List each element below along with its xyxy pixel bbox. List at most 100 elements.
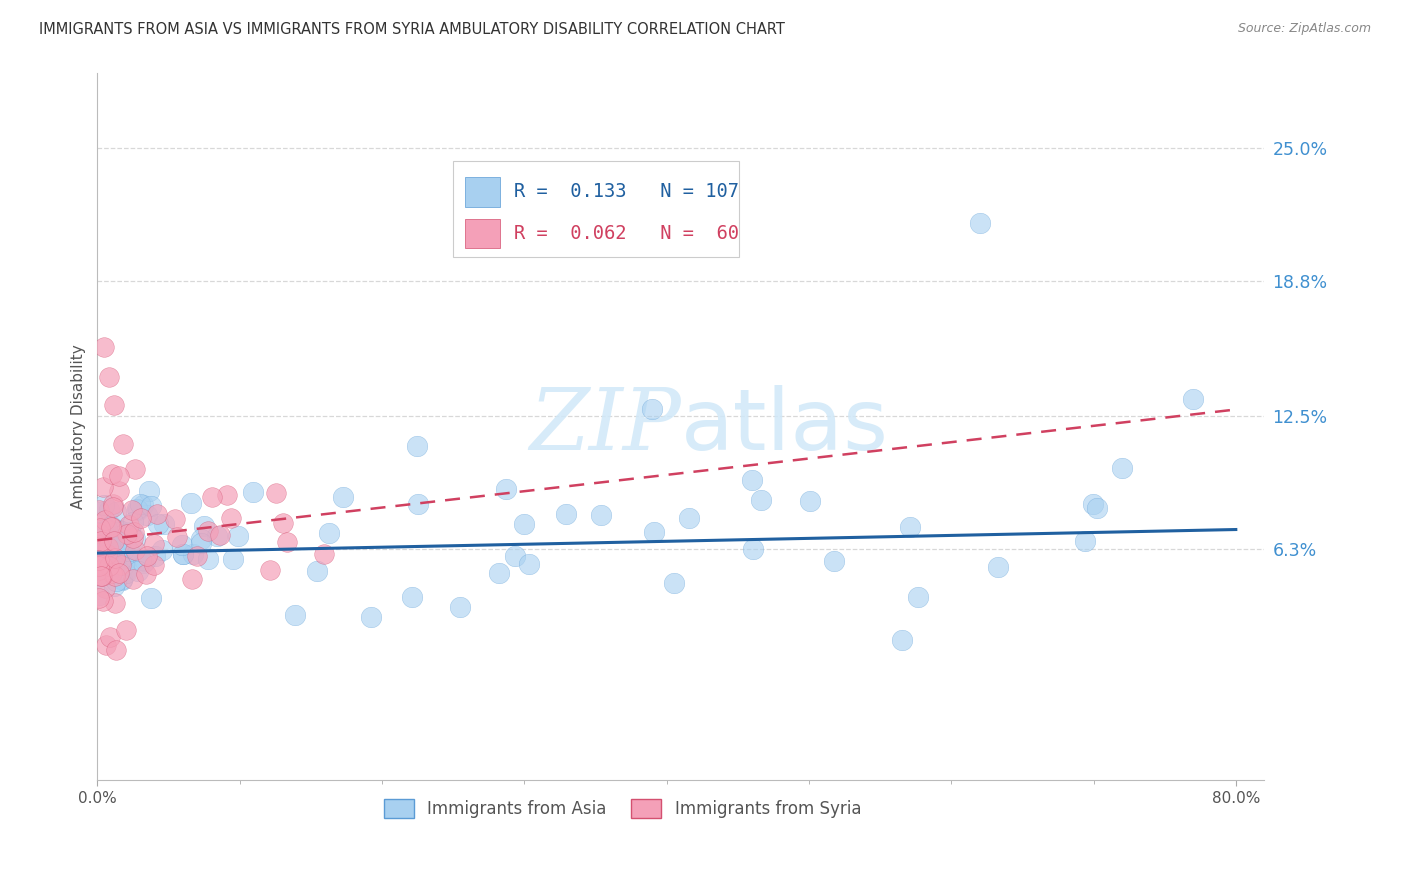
Point — [742, 541, 765, 556]
Point — [166, 530, 188, 544]
Point — [112, 549, 135, 564]
Point — [136, 549, 159, 563]
Point — [823, 554, 845, 568]
Point — [180, 573, 202, 587]
Point — [94, 533, 117, 548]
Point — [105, 534, 128, 549]
Point — [105, 505, 128, 519]
Point — [197, 524, 219, 538]
Point — [259, 563, 281, 577]
Point — [129, 511, 152, 525]
Point — [314, 547, 336, 561]
Point — [197, 552, 219, 566]
Point — [405, 439, 427, 453]
Point — [131, 557, 153, 571]
Point — [1111, 460, 1133, 475]
Point — [143, 549, 166, 563]
Point — [135, 566, 157, 581]
Point — [132, 498, 155, 512]
Point — [271, 516, 294, 530]
Point — [103, 398, 125, 412]
Point — [94, 527, 117, 541]
Point — [517, 557, 540, 571]
FancyBboxPatch shape — [465, 177, 501, 207]
Point — [242, 484, 264, 499]
Point — [93, 340, 115, 354]
Point — [124, 461, 146, 475]
Point — [89, 505, 111, 519]
Point — [91, 480, 114, 494]
Point — [87, 558, 110, 573]
Point — [891, 632, 914, 647]
Point — [96, 547, 118, 561]
Point — [969, 216, 991, 230]
Point — [105, 549, 128, 564]
Point — [186, 549, 208, 564]
Point — [222, 551, 245, 566]
Point — [150, 543, 173, 558]
Point — [103, 539, 125, 553]
Point — [153, 516, 176, 531]
Point — [114, 624, 136, 638]
Point — [110, 558, 132, 573]
Point — [100, 519, 122, 533]
Text: R =  0.062   N =  60: R = 0.062 N = 60 — [515, 224, 740, 243]
Point — [103, 533, 125, 548]
Point — [87, 553, 110, 567]
Point — [91, 569, 114, 583]
Point — [89, 563, 111, 577]
Point — [87, 537, 110, 551]
Point — [89, 521, 111, 535]
Point — [228, 529, 250, 543]
Point — [93, 498, 115, 512]
Point — [172, 547, 194, 561]
Point — [97, 541, 120, 555]
Point — [89, 525, 111, 540]
Point — [193, 518, 215, 533]
Point — [110, 543, 132, 558]
Point — [124, 532, 146, 546]
Point — [107, 523, 129, 537]
Point — [118, 524, 141, 539]
Point — [122, 524, 145, 539]
Point — [107, 564, 129, 578]
Point — [181, 547, 204, 561]
Point — [128, 497, 150, 511]
Point — [172, 547, 194, 561]
Point — [111, 573, 134, 587]
Point — [103, 542, 125, 557]
Point — [190, 536, 212, 550]
Point — [100, 467, 122, 481]
Point — [115, 527, 138, 541]
Point — [449, 600, 471, 615]
Point — [907, 590, 929, 604]
Point — [305, 564, 328, 578]
Point — [104, 596, 127, 610]
Point — [643, 524, 665, 539]
Point — [89, 551, 111, 566]
Point — [103, 559, 125, 574]
Point — [108, 566, 131, 581]
Point — [112, 527, 135, 541]
Point — [124, 543, 146, 558]
Point — [127, 564, 149, 578]
Point — [987, 560, 1010, 574]
Point — [751, 493, 773, 508]
Point — [165, 512, 187, 526]
Point — [276, 534, 298, 549]
Point — [107, 544, 129, 558]
Point — [215, 487, 238, 501]
Point — [111, 437, 134, 451]
Point — [121, 502, 143, 516]
Point — [108, 524, 131, 539]
Point — [93, 513, 115, 527]
Point — [87, 591, 110, 606]
Point — [100, 519, 122, 533]
Legend: Immigrants from Asia, Immigrants from Syria: Immigrants from Asia, Immigrants from Sy… — [377, 792, 868, 825]
Point — [91, 557, 114, 571]
Point — [678, 511, 700, 525]
Point — [741, 473, 763, 487]
Point — [98, 630, 121, 644]
Point — [1074, 533, 1097, 548]
Point — [101, 532, 124, 546]
